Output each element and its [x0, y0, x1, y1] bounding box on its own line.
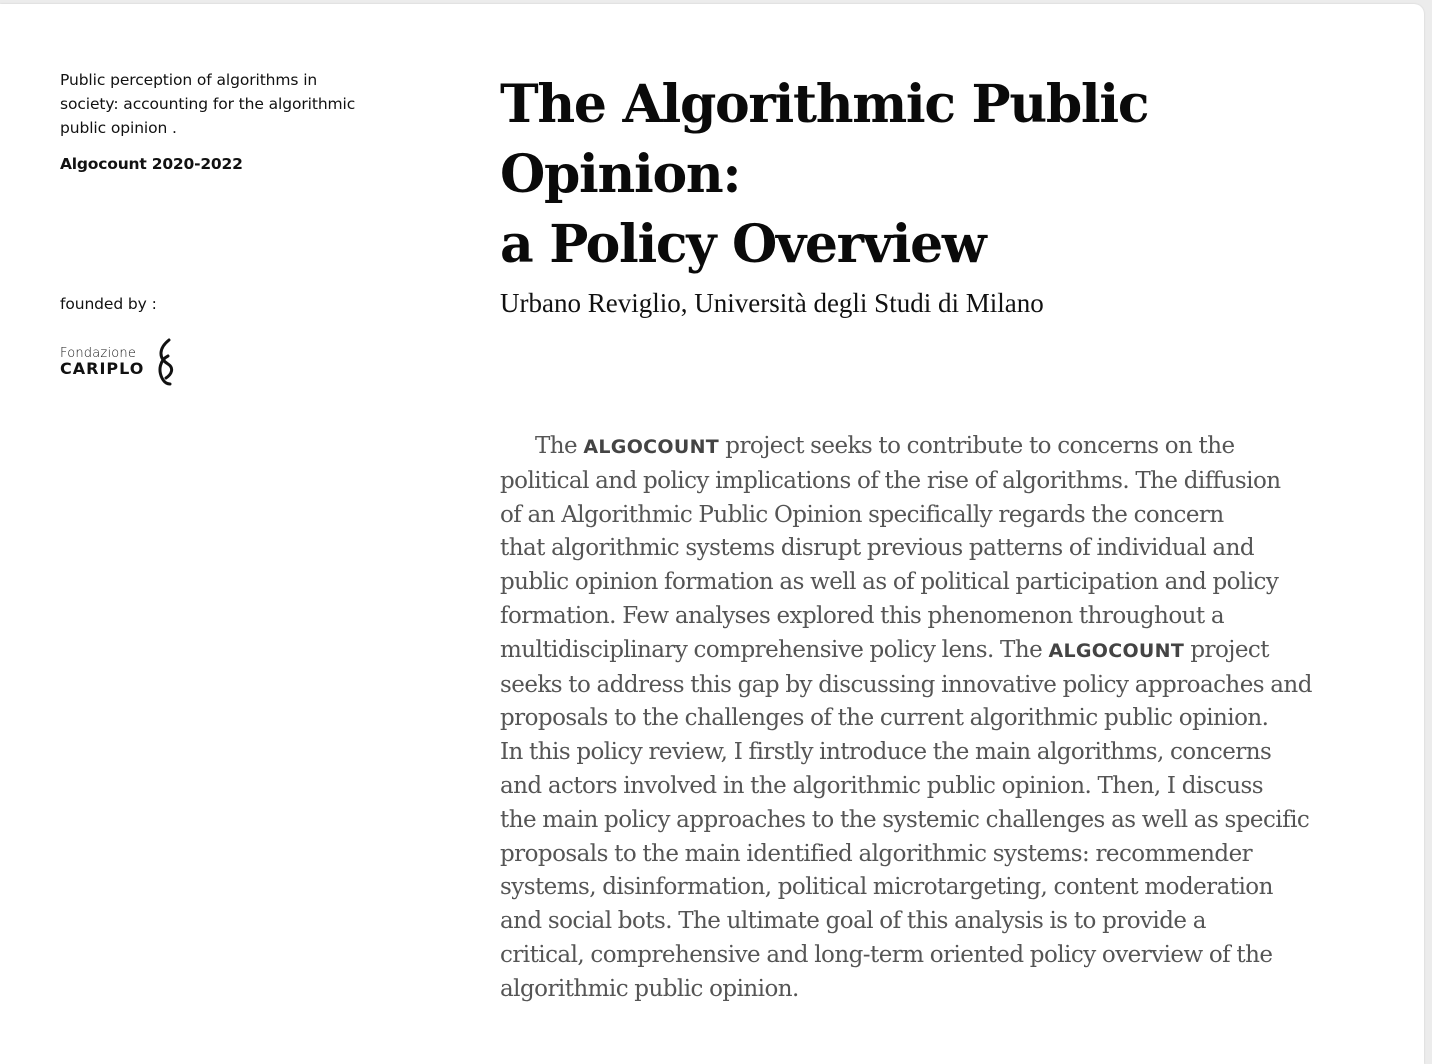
abstract-line: of an Algorithmic Public Opinion specifi…: [500, 501, 1224, 528]
abstract-line: systems, disinformation, political micro…: [500, 874, 1273, 901]
main-content: The Algorithmic Public Opinion: a Policy…: [500, 70, 1380, 1002]
abstract-text: project: [1184, 636, 1269, 663]
project-description: Public perception of algorithms in socie…: [60, 68, 400, 140]
abstract-line: In this policy review, I firstly introdu…: [500, 739, 1272, 766]
abstract-line: political and policy implications of the…: [500, 467, 1281, 494]
abstract-text: The: [535, 433, 584, 459]
abstract-line: proposals to the main identified algorit…: [500, 840, 1253, 867]
abstract-line: algorithmic public opinion.: [500, 975, 799, 1002]
title-line: a Policy Overview: [500, 214, 987, 275]
abstract-line: The ALGOCOUNT project seeks to contribut…: [500, 430, 1370, 465]
abstract-line: proposals to the challenges of the curre…: [500, 705, 1269, 732]
logo-text-top: Fondazione: [60, 346, 137, 361]
brand-name: ALGOCOUNT: [583, 436, 720, 458]
logo-text-bottom: CARIPLO: [60, 359, 145, 378]
project-years: Algocount 2020-2022: [60, 155, 243, 173]
brand-name: ALGOCOUNT: [1048, 639, 1185, 662]
author-line: Urbano Reviglio, Università degli Studi …: [500, 288, 1044, 318]
document-page: Public perception of algorithms in socie…: [0, 4, 1424, 1064]
abstract-line: public opinion formation as well as of p…: [500, 569, 1279, 596]
project-desc-line: public opinion .: [60, 119, 177, 137]
document-title: The Algorithmic Public Opinion: a Policy…: [500, 70, 1380, 280]
abstract-line: the main policy approaches to the system…: [500, 806, 1310, 833]
project-desc-line: Public perception of algorithms in: [60, 71, 318, 89]
fondazione-cariplo-logo: Fondazione CARIPLO: [60, 338, 176, 386]
logo-wordmark: Fondazione CARIPLO: [60, 347, 144, 377]
title-line: The Algorithmic Public Opinion:: [500, 74, 1149, 205]
abstract-text: project seeks to contribute to concerns …: [719, 433, 1235, 459]
sidebar: Public perception of algorithms in socie…: [60, 68, 400, 386]
abstract-line: critical, comprehensive and long-term or…: [500, 941, 1273, 968]
project-desc-line: society: accounting for the algorithmic: [60, 95, 356, 113]
abstract-text: multidisciplinary comprehensive policy l…: [500, 636, 1049, 663]
abstract-line: and actors involved in the algorithmic p…: [500, 772, 1264, 799]
abstract-line: that algorithmic systems disrupt previou…: [500, 535, 1255, 562]
founded-by-label: founded by :: [60, 295, 157, 313]
abstract-line: formation. Few analyses explored this ph…: [500, 602, 1225, 629]
abstract-line: and social bots. The ultimate goal of th…: [500, 908, 1206, 935]
abstract-line: multidisciplinary comprehensive policy l…: [500, 634, 1370, 669]
abstract: The ALGOCOUNT project seeks to contribut…: [500, 430, 1370, 1007]
abstract-line: seeks to address this gap by discussing …: [500, 671, 1312, 698]
cariplo-mark-icon: [158, 338, 174, 386]
